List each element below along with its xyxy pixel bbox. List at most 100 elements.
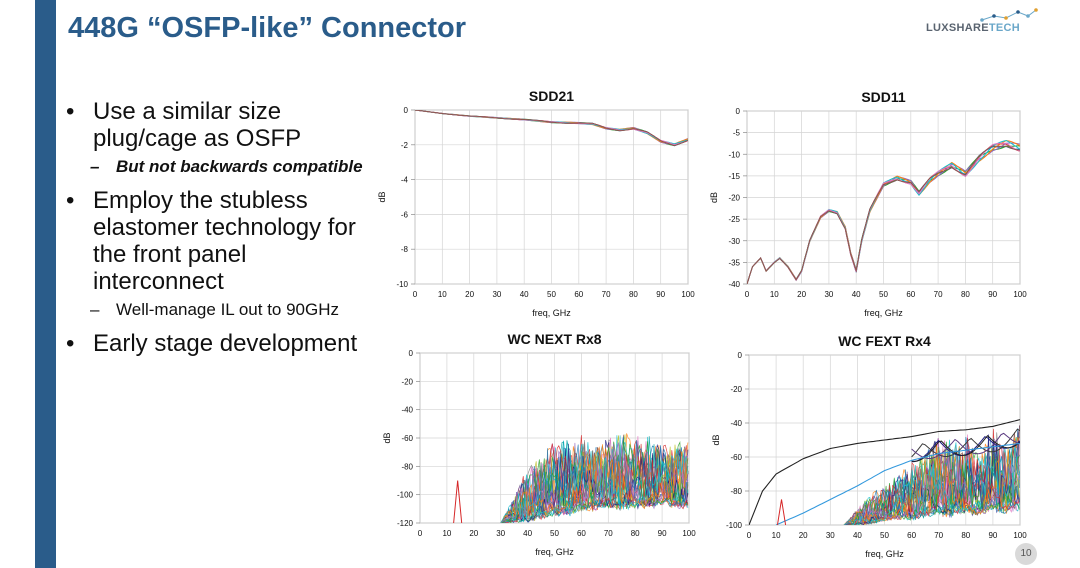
chart-title: WC FEXT Rx4 <box>838 333 931 349</box>
chart-title: WC NEXT Rx8 <box>507 331 601 347</box>
series-line <box>747 145 1020 284</box>
x-tick-label: 0 <box>413 290 418 299</box>
series-spike <box>453 480 463 523</box>
y-tick-label: -5 <box>733 129 741 138</box>
x-tick-label: 70 <box>604 529 613 538</box>
x-tick-label: 90 <box>656 290 665 299</box>
x-tick-label: 50 <box>550 529 559 538</box>
company-logo: LUXSHARETECH <box>922 6 1042 40</box>
y-tick-label: -20 <box>730 385 742 394</box>
bullet-item: • Use a similar size plug/cage as OSFP <box>66 98 302 152</box>
y-axis-label: dB <box>709 192 719 203</box>
y-tick-label: -30 <box>728 237 740 246</box>
x-tick-label: 80 <box>629 290 638 299</box>
x-axis-label: freq, GHz <box>865 549 904 559</box>
x-tick-label: 60 <box>906 290 915 299</box>
x-axis-label: freq, GHz <box>535 547 574 557</box>
y-tick-label: 0 <box>736 107 741 116</box>
series-line <box>775 442 1020 525</box>
x-tick-label: 30 <box>496 529 505 538</box>
y-axis-label: dB <box>382 432 392 443</box>
series-line <box>843 441 1020 525</box>
x-tick-label: 0 <box>745 290 750 299</box>
logo-network-icon <box>980 8 1038 22</box>
x-tick-label: 50 <box>880 531 889 540</box>
y-tick-label: -20 <box>728 194 740 203</box>
y-tick-label: -2 <box>401 141 409 150</box>
sub-bullet-item: – But not backwards compatible <box>90 157 363 176</box>
x-tick-label: 20 <box>469 529 478 538</box>
y-tick-label: -35 <box>728 258 740 267</box>
left-accent-bar <box>35 0 56 568</box>
series-line <box>911 428 1020 458</box>
y-tick-label: -6 <box>401 210 409 219</box>
chart-title: SDD21 <box>529 88 574 104</box>
y-tick-label: -60 <box>401 434 413 443</box>
x-tick-label: 80 <box>961 531 970 540</box>
chart-2: 0 10 20 30 40 50 60 70 80 90 100 0 -20 -40 -60 -80 -100 -… <box>382 331 696 557</box>
y-tick-label: -8 <box>401 245 409 254</box>
x-tick-label: 10 <box>772 531 781 540</box>
x-tick-label: 80 <box>961 290 970 299</box>
y-tick-label: -4 <box>401 176 409 185</box>
y-tick-label: -100 <box>397 491 414 500</box>
series-group <box>747 139 1020 284</box>
x-tick-label: 10 <box>438 290 447 299</box>
bullet-item: • Early stage development <box>66 330 358 357</box>
series-spike <box>776 499 787 525</box>
bullet-list: • Use a similar size plug/cage as OSFP – B… <box>66 98 376 361</box>
y-tick-label: -120 <box>397 519 414 528</box>
series-line <box>843 434 1020 525</box>
series-line <box>911 432 1020 459</box>
x-tick-label: 90 <box>658 529 667 538</box>
slide-title: 448G “OSFP-like” Connector <box>68 12 467 44</box>
page-number: 10 <box>1015 543 1037 565</box>
x-tick-label: 70 <box>602 290 611 299</box>
x-tick-label: 50 <box>879 290 888 299</box>
x-tick-label: 40 <box>853 531 862 540</box>
chart-0: 0 10 20 30 40 50 60 70 80 90 100 0 -2 -4 -6 -8 -10 SDD21 f… <box>377 88 695 318</box>
y-tick-label: 0 <box>404 106 409 115</box>
series-group <box>749 419 1020 525</box>
chart-title: SDD11 <box>861 89 906 105</box>
series-line <box>500 440 689 523</box>
x-tick-label: 60 <box>577 529 586 538</box>
y-axis-label: dB <box>377 191 387 202</box>
y-tick-label: -40 <box>730 419 742 428</box>
series-group <box>453 433 689 523</box>
x-tick-label: 40 <box>523 529 532 538</box>
series-line <box>500 443 689 523</box>
x-tick-label: 90 <box>988 531 997 540</box>
x-tick-label: 100 <box>1013 290 1027 299</box>
y-tick-label: -25 <box>728 215 740 224</box>
x-tick-label: 60 <box>574 290 583 299</box>
x-tick-label: 100 <box>682 529 696 538</box>
y-tick-label: -80 <box>730 487 742 496</box>
y-tick-label: -100 <box>726 521 743 530</box>
x-tick-label: 100 <box>681 290 695 299</box>
chart-3: 0 10 20 30 40 50 60 70 80 90 100 0 -20 -40 -60 -80 -100 W… <box>711 333 1027 559</box>
y-tick-label: -15 <box>728 172 740 181</box>
x-tick-label: 30 <box>492 290 501 299</box>
chart-1: 0 10 20 30 40 50 60 70 80 90 100 0 -5 -10 -15 -20 -25 -30… <box>709 89 1027 318</box>
x-tick-label: 70 <box>934 290 943 299</box>
y-tick-label: 0 <box>409 349 414 358</box>
x-tick-label: 20 <box>797 290 806 299</box>
x-tick-label: 60 <box>907 531 916 540</box>
y-tick-label: -10 <box>728 150 740 159</box>
series-line <box>843 445 1020 525</box>
x-tick-label: 40 <box>852 290 861 299</box>
x-tick-label: 10 <box>442 529 451 538</box>
x-axis-label: freq, GHz <box>532 308 571 318</box>
bullet-item: • Employ the stubless elastomer technolog… <box>66 187 356 295</box>
x-tick-label: 30 <box>826 531 835 540</box>
series-group <box>415 110 688 147</box>
series-line <box>843 439 1020 525</box>
y-tick-label: -10 <box>396 280 408 289</box>
sub-bullet-item: – Well-manage IL out to 90GHz <box>90 300 340 319</box>
x-tick-label: 80 <box>631 529 640 538</box>
logo-text: LUXSHARETECH <box>926 22 1021 34</box>
y-tick-label: -40 <box>728 280 740 289</box>
series-line <box>911 434 1020 462</box>
